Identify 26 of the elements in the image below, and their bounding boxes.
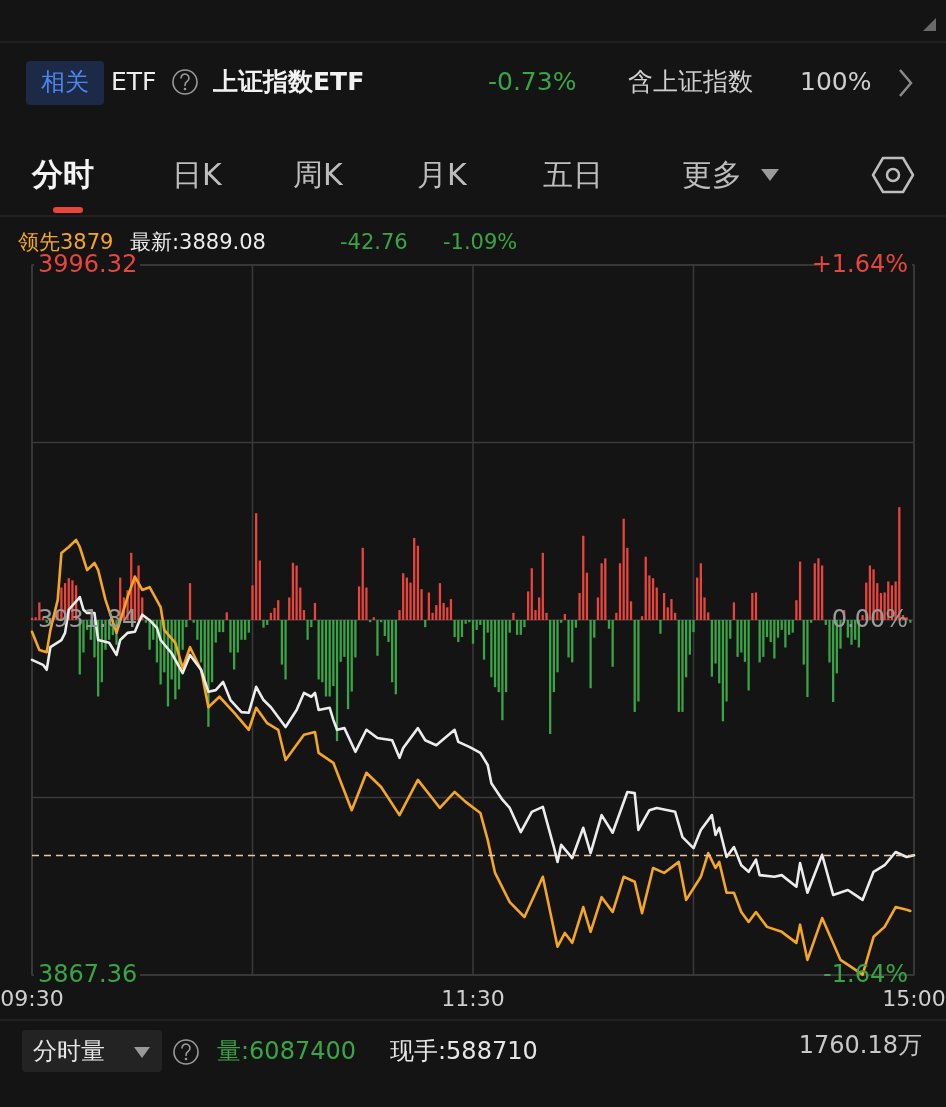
text: 现手:588710 <box>390 1037 538 1065</box>
text: 最新:3889.08 <box>130 230 266 254</box>
x-tick-label: 09:30 <box>0 986 64 1011</box>
x-tick-label: 15:00 <box>882 986 946 1011</box>
text: -42.76 <box>340 230 408 254</box>
y2-tick-label: -1.64% <box>823 960 908 988</box>
text: 分时 <box>31 155 94 192</box>
text: -0.73% <box>488 67 577 96</box>
text: 周K <box>293 156 344 192</box>
text: 分时量 <box>33 1037 105 1065</box>
text: 100% <box>800 67 872 96</box>
text: ETF <box>111 67 157 96</box>
text: 五日 <box>543 156 603 192</box>
text: 含上证指数 <box>628 67 753 96</box>
text: 上证指数ETF <box>212 67 365 96</box>
text: 量:6087400 <box>217 1037 356 1065</box>
y-tick-label: 3867.36 <box>38 960 138 988</box>
text: 领先3879 <box>18 230 114 254</box>
text: -1.09% <box>443 230 518 254</box>
text: 1760.18万 <box>798 1031 922 1059</box>
text: 相关 <box>41 68 89 96</box>
y2-tick-label: +1.64% <box>811 250 908 278</box>
text: 日K <box>172 156 223 192</box>
x-tick-label: 11:30 <box>441 986 505 1011</box>
text: 更多 <box>682 156 742 192</box>
text: 月K <box>417 156 468 192</box>
